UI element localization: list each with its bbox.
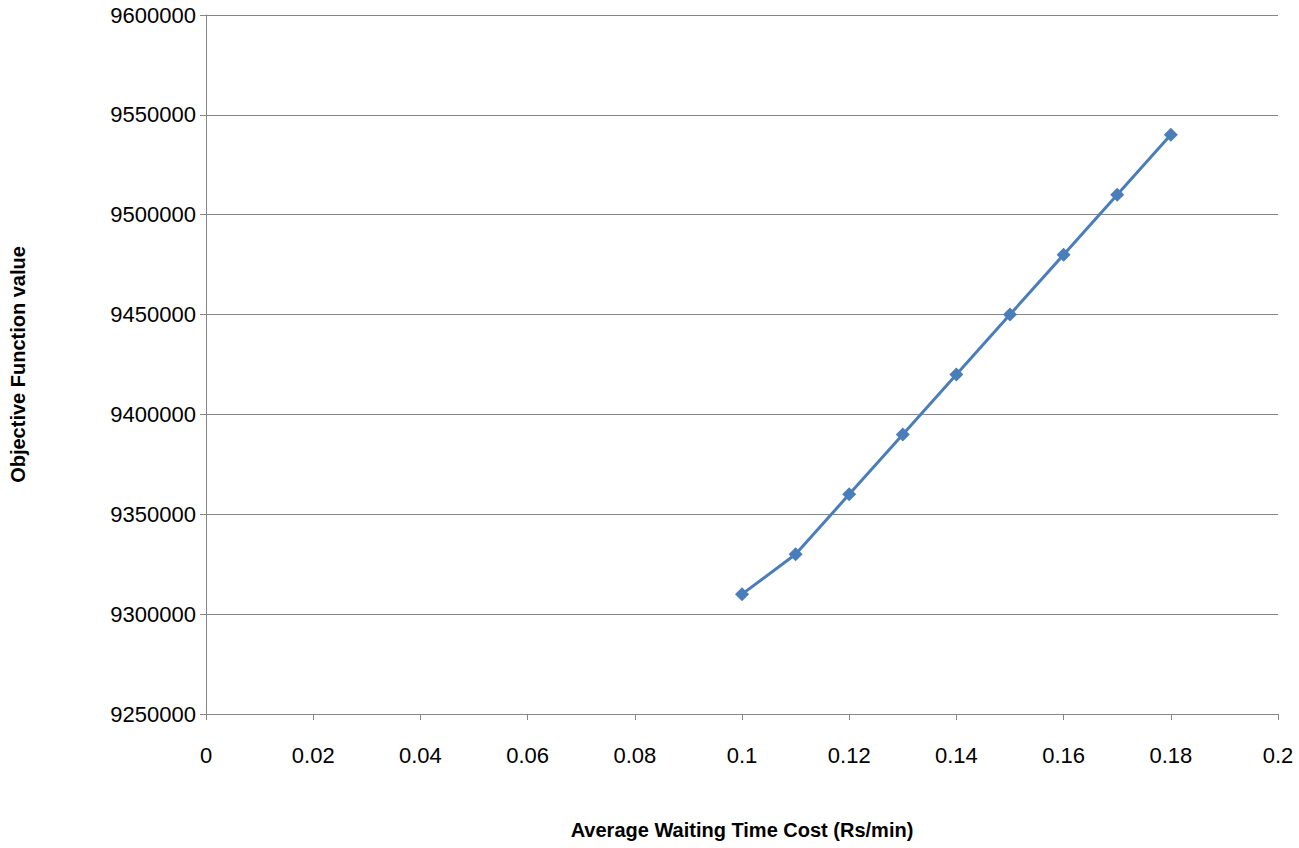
svg-text:9350000: 9350000 xyxy=(110,502,196,527)
svg-text:0.02: 0.02 xyxy=(292,743,335,768)
svg-text:9600000: 9600000 xyxy=(110,3,196,28)
svg-text:0.12: 0.12 xyxy=(828,743,871,768)
svg-text:0.18: 0.18 xyxy=(1149,743,1192,768)
svg-text:0.04: 0.04 xyxy=(399,743,442,768)
svg-text:9300000: 9300000 xyxy=(110,602,196,627)
svg-text:0.1: 0.1 xyxy=(727,743,758,768)
svg-text:0: 0 xyxy=(200,743,212,768)
svg-text:9400000: 9400000 xyxy=(110,402,196,427)
svg-text:9250000: 9250000 xyxy=(110,702,196,727)
svg-text:0.16: 0.16 xyxy=(1042,743,1085,768)
svg-text:Average Waiting Time Cost (Rs/: Average Waiting Time Cost (Rs/min) xyxy=(571,819,914,841)
svg-text:9550000: 9550000 xyxy=(110,102,196,127)
svg-text:0.06: 0.06 xyxy=(506,743,549,768)
svg-text:Objective Function value: Objective Function value xyxy=(7,246,29,483)
svg-text:9450000: 9450000 xyxy=(110,302,196,327)
svg-text:0.2: 0.2 xyxy=(1263,743,1294,768)
svg-text:0.14: 0.14 xyxy=(935,743,978,768)
svg-text:0.08: 0.08 xyxy=(613,743,656,768)
svg-text:9500000: 9500000 xyxy=(110,202,196,227)
